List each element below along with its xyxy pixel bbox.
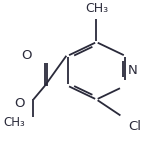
Text: CH₃: CH₃ bbox=[3, 116, 25, 129]
Text: Cl: Cl bbox=[128, 120, 141, 133]
Text: O: O bbox=[14, 97, 25, 110]
Text: O: O bbox=[21, 49, 32, 62]
Text: CH₃: CH₃ bbox=[85, 2, 108, 15]
Text: N: N bbox=[128, 64, 138, 77]
